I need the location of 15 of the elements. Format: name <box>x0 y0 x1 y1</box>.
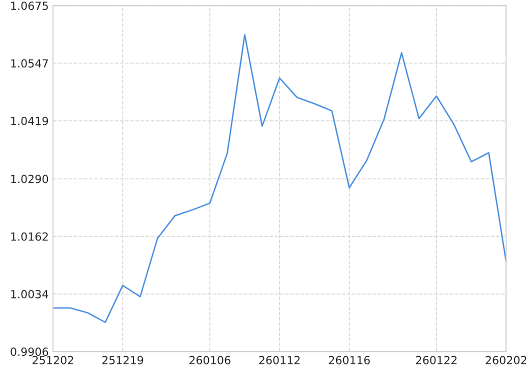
x-tick-label: 260106 <box>189 356 230 364</box>
y-tick-label: 1.0034 <box>11 290 48 298</box>
y-tick-label: 1.0547 <box>11 59 48 68</box>
y-tick-label: 1.0290 <box>11 174 48 184</box>
y-tick-label: 1.0162 <box>11 232 48 241</box>
x-tick-label: 251202 <box>32 356 74 364</box>
y-tick-label: 1.0419 <box>11 116 48 126</box>
x-tick-label: 260116 <box>328 356 370 364</box>
line-series <box>53 34 506 324</box>
x-tick-label: 260202 <box>486 356 526 364</box>
x-tick-label: 251219 <box>102 356 144 364</box>
y-tick-label: 0.9906 <box>10 348 48 356</box>
x-tick-label: 260122 <box>416 356 457 364</box>
x-tick-label: 260112 <box>259 356 300 364</box>
y-tick-label: 1.0675 <box>11 2 48 10</box>
